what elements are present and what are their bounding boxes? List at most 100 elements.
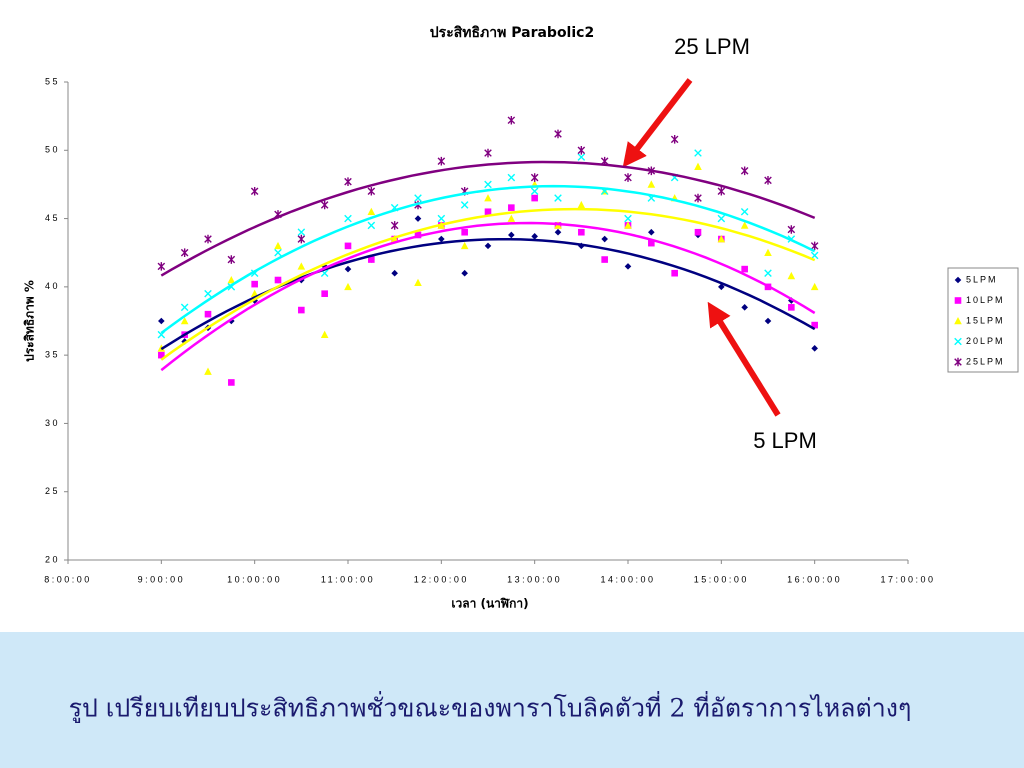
point [531, 233, 538, 240]
point [810, 251, 819, 260]
point [740, 207, 749, 216]
y-tick-label: 35 [45, 350, 60, 360]
point [367, 207, 376, 216]
legend-marker [954, 276, 962, 284]
point [484, 208, 492, 216]
trendline [160, 221, 816, 372]
legend-marker [954, 317, 962, 325]
x-tick-label: 11:00:00 [321, 574, 375, 584]
point [811, 321, 818, 329]
point [367, 186, 376, 196]
point [274, 248, 282, 257]
point [438, 235, 445, 243]
legend-marker [954, 297, 962, 304]
point [648, 228, 655, 236]
legend-label: 5LPM [966, 274, 998, 284]
point [578, 228, 585, 236]
point [180, 248, 189, 258]
point [601, 235, 608, 243]
point [764, 176, 772, 185]
point [204, 289, 212, 298]
y-tick-label: 40 [45, 281, 60, 291]
point [297, 234, 306, 244]
point [297, 262, 306, 270]
x-axis-label: เวลา (นาฬิกา) [451, 597, 528, 611]
point [764, 248, 772, 257]
point [531, 194, 538, 202]
point [648, 239, 655, 247]
point [298, 306, 305, 314]
point [437, 156, 446, 166]
point [250, 289, 259, 297]
point [484, 180, 492, 189]
annotation: 25 LPM [674, 34, 750, 59]
point [671, 269, 678, 277]
point [228, 379, 235, 386]
caption: รูป เปรียบเทียบประสิทธิภาพชั่วขณะของพารา… [69, 691, 912, 724]
point [158, 317, 165, 325]
point [741, 304, 748, 311]
point [624, 221, 632, 229]
point [414, 215, 422, 222]
point [344, 265, 352, 273]
point [554, 228, 562, 236]
y-tick-label: 30 [45, 418, 60, 428]
point [508, 204, 515, 211]
point [624, 173, 632, 182]
point [460, 201, 469, 209]
x-tick-label: 13:00:00 [507, 574, 562, 584]
point [484, 242, 492, 250]
x-tick-label: 14:00:00 [600, 574, 655, 584]
point [180, 317, 189, 325]
point [810, 282, 819, 291]
point [368, 256, 375, 263]
legend [947, 267, 1019, 373]
point [717, 235, 726, 243]
point [507, 115, 516, 125]
point [344, 242, 352, 250]
x-tick-label: 15:00:00 [694, 574, 749, 584]
point [204, 234, 212, 244]
point [414, 231, 422, 239]
point [694, 149, 702, 157]
point [670, 135, 679, 144]
point [297, 228, 306, 237]
point [740, 166, 749, 176]
point [694, 162, 702, 170]
legend-marker [954, 337, 962, 346]
point [810, 241, 819, 251]
point [718, 283, 725, 291]
point [554, 194, 562, 202]
point [414, 278, 422, 287]
point [787, 225, 796, 234]
point [437, 214, 446, 223]
point [204, 310, 212, 318]
arrow [707, 301, 781, 417]
trendline [160, 160, 816, 277]
point [461, 228, 468, 236]
legend-marker [954, 357, 962, 367]
point [601, 256, 608, 263]
point [741, 265, 748, 273]
point [274, 241, 282, 250]
point [577, 145, 586, 155]
point [764, 317, 772, 325]
y-tick-label: 25 [45, 486, 60, 496]
y-axis-label: ประสิทธิภาพ % [23, 280, 37, 362]
caption-band [0, 632, 1024, 768]
point [530, 187, 539, 196]
point [717, 214, 726, 223]
chart-title: ประสิทธิภาพ Parabolic2 [430, 25, 594, 41]
point [740, 221, 749, 229]
y-tick-label: 20 [45, 554, 60, 564]
point [321, 290, 328, 297]
point [624, 263, 632, 270]
point [764, 269, 772, 277]
point [274, 276, 282, 284]
point [227, 276, 236, 284]
point [320, 330, 329, 338]
point [157, 262, 166, 271]
trendline [160, 207, 816, 361]
point [251, 280, 258, 288]
